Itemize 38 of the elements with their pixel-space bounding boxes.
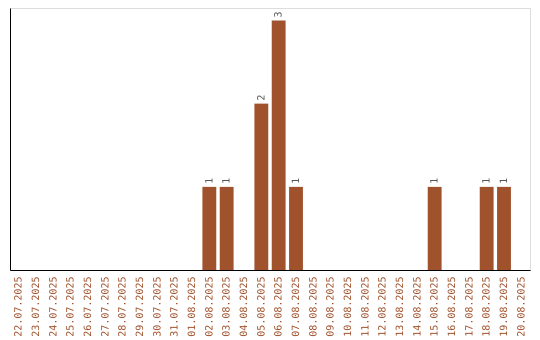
x-tick-label: 04.08.2025 [239,276,250,337]
x-tick-label: 31.07.2025 [170,276,181,337]
x-tick-label: 14.08.2025 [412,276,424,337]
data-label: 1 [291,178,302,184]
data-label: 1 [204,178,216,184]
x-tick-label: 29.07.2025 [135,276,146,337]
data-label: 3 [274,11,285,18]
x-tick-label: 24.07.2025 [48,276,60,337]
data-label: 1 [430,178,441,184]
x-tick-label: 02.08.2025 [204,276,216,337]
x-tick-label: 30.07.2025 [152,276,164,337]
x-tick-label: 27.07.2025 [100,276,112,337]
x-tick-label: 16.08.2025 [447,276,458,337]
x-tick-label: 12.08.2025 [378,276,389,337]
data-label: 1 [482,178,493,184]
x-tick-label: 28.07.2025 [118,276,129,337]
x-tick-label: 26.07.2025 [83,276,94,337]
x-tick-label: 25.07.2025 [66,276,77,337]
x-tick-label: 18.08.2025 [482,276,493,337]
data-label: 2 [256,94,268,101]
x-tick-label: 03.08.2025 [222,276,233,337]
x-tick-label: 17.08.2025 [464,276,476,337]
x-tick-label: 01.08.2025 [187,276,198,337]
x-tick-label: 19.08.2025 [499,276,510,337]
x-tick-label: 11.08.2025 [360,276,372,337]
x-tick-label: 05.08.2025 [256,276,268,337]
data-label: 1 [222,178,233,184]
data-label: 1 [499,178,510,184]
x-tick-label: 09.08.2025 [326,276,337,337]
x-tick-label: 10.08.2025 [343,276,354,337]
x-tick-label: 06.08.2025 [274,276,285,337]
x-tick-label: 20.08.2025 [516,276,528,337]
x-tick-label: 13.08.2025 [395,276,406,337]
x-tick-label: 23.07.2025 [31,276,42,337]
x-tick-label: 15.08.2025 [430,276,441,337]
x-tick-label: 08.08.2025 [308,276,320,337]
x-tick-label: 07.08.2025 [291,276,302,337]
x-tick-label: 22.07.2025 [14,276,25,337]
